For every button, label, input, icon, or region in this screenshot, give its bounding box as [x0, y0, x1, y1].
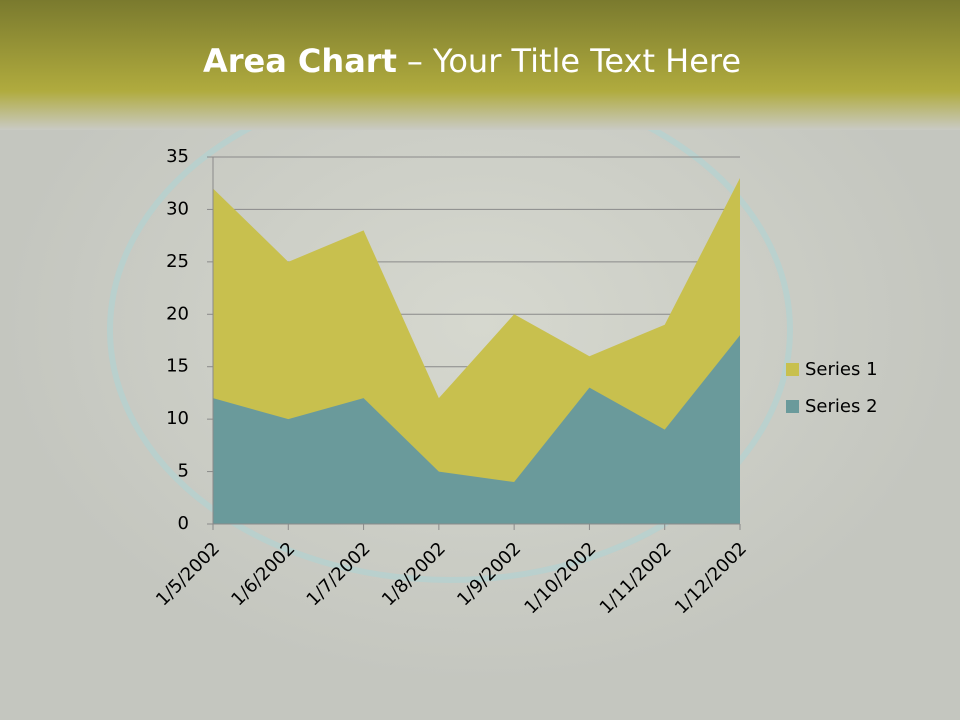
title-rest: – Your Title Text Here [407, 42, 741, 80]
legend-label: Series 2 [805, 396, 878, 417]
y-tick-label: 35 [166, 146, 189, 167]
legend-label: Series 1 [805, 359, 878, 380]
y-tick-label: 0 [178, 513, 189, 534]
y-tick-label: 15 [166, 356, 189, 377]
y-tick-label: 10 [166, 408, 189, 429]
title-band [0, 0, 960, 130]
area [213, 335, 740, 524]
y-tick-label: 30 [166, 198, 189, 219]
title-bold: Area Chart [203, 42, 397, 80]
y-tick-label: 5 [178, 461, 189, 482]
legend-swatch [786, 400, 799, 413]
legend-swatch [786, 363, 799, 376]
title: Area Chart – Your Title Text Here [203, 42, 741, 80]
y-tick-label: 20 [166, 303, 189, 324]
y-tick-label: 25 [166, 251, 189, 272]
